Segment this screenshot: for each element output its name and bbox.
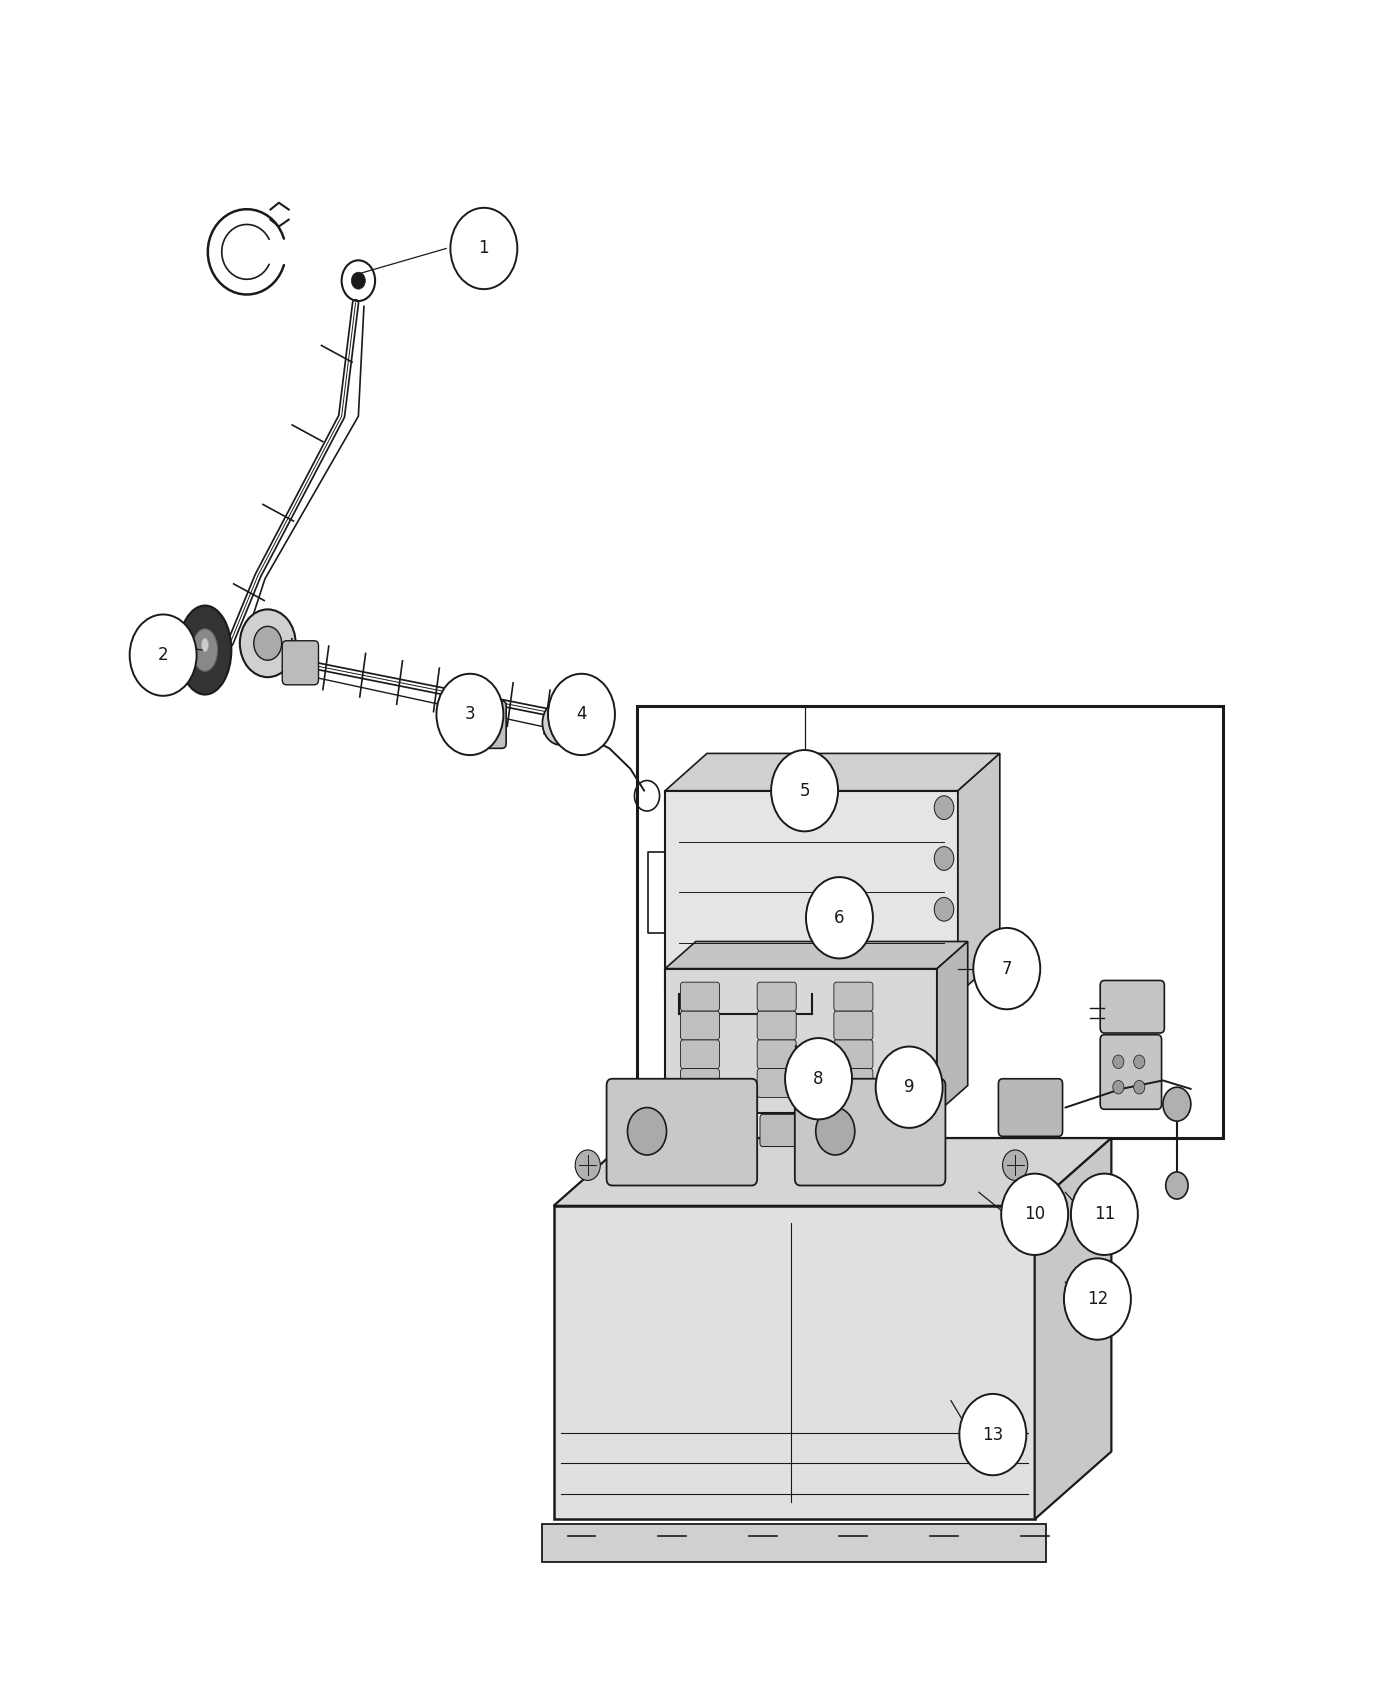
Text: 2: 2: [158, 646, 168, 665]
Text: 12: 12: [1086, 1290, 1107, 1307]
Text: 1: 1: [479, 240, 489, 257]
Circle shape: [934, 847, 953, 870]
Polygon shape: [665, 942, 967, 969]
Circle shape: [785, 1039, 853, 1119]
Circle shape: [1134, 1056, 1145, 1069]
Circle shape: [806, 877, 874, 959]
Text: 9: 9: [904, 1078, 914, 1096]
Circle shape: [1113, 1081, 1124, 1095]
FancyBboxPatch shape: [757, 1069, 797, 1098]
Circle shape: [934, 796, 953, 819]
Circle shape: [130, 614, 196, 695]
Circle shape: [437, 673, 504, 755]
FancyBboxPatch shape: [795, 1080, 945, 1185]
FancyBboxPatch shape: [1100, 1035, 1162, 1110]
FancyBboxPatch shape: [757, 1040, 797, 1069]
FancyBboxPatch shape: [806, 1114, 843, 1146]
FancyBboxPatch shape: [757, 1012, 797, 1040]
Circle shape: [1134, 1081, 1145, 1095]
Bar: [553, 1205, 1035, 1520]
FancyBboxPatch shape: [853, 1114, 888, 1146]
Circle shape: [552, 712, 568, 733]
Polygon shape: [937, 942, 967, 1112]
Polygon shape: [665, 753, 1000, 790]
Text: 10: 10: [1025, 1205, 1046, 1224]
Circle shape: [816, 1108, 855, 1154]
Text: 13: 13: [983, 1426, 1004, 1443]
FancyBboxPatch shape: [834, 1069, 874, 1098]
Bar: [665, 969, 937, 1112]
Text: 4: 4: [577, 706, 587, 724]
Ellipse shape: [179, 605, 231, 695]
Text: 11: 11: [1093, 1205, 1114, 1224]
Circle shape: [1163, 1088, 1191, 1120]
Circle shape: [1064, 1258, 1131, 1340]
Circle shape: [1166, 1171, 1189, 1198]
FancyBboxPatch shape: [680, 983, 720, 1011]
Bar: [665, 790, 958, 994]
Circle shape: [542, 700, 578, 745]
FancyBboxPatch shape: [283, 641, 319, 685]
FancyBboxPatch shape: [998, 1080, 1063, 1136]
Circle shape: [1071, 1173, 1138, 1255]
FancyBboxPatch shape: [1100, 981, 1165, 1034]
Circle shape: [575, 1149, 601, 1180]
Circle shape: [771, 750, 839, 831]
Circle shape: [451, 207, 518, 289]
FancyBboxPatch shape: [680, 1012, 720, 1040]
FancyBboxPatch shape: [834, 1012, 874, 1040]
FancyBboxPatch shape: [834, 1040, 874, 1069]
Circle shape: [1113, 1056, 1124, 1069]
Text: 6: 6: [834, 910, 844, 926]
Ellipse shape: [192, 629, 217, 672]
Text: 7: 7: [1001, 959, 1012, 978]
Circle shape: [253, 626, 281, 660]
Polygon shape: [553, 1137, 1112, 1205]
Polygon shape: [1035, 1137, 1112, 1520]
Circle shape: [934, 898, 953, 921]
FancyBboxPatch shape: [757, 983, 797, 1011]
Bar: [542, 1525, 1046, 1562]
Polygon shape: [958, 753, 1000, 994]
FancyBboxPatch shape: [668, 1114, 704, 1146]
Circle shape: [876, 1047, 942, 1127]
Ellipse shape: [202, 638, 209, 651]
Circle shape: [973, 928, 1040, 1010]
Text: 5: 5: [799, 782, 809, 799]
FancyBboxPatch shape: [714, 1114, 750, 1146]
FancyBboxPatch shape: [606, 1080, 757, 1185]
Circle shape: [1001, 1173, 1068, 1255]
Bar: [637, 706, 1224, 1137]
Circle shape: [351, 272, 365, 289]
Circle shape: [239, 609, 295, 677]
FancyBboxPatch shape: [834, 983, 874, 1011]
Circle shape: [1002, 1149, 1028, 1180]
Circle shape: [627, 1108, 666, 1154]
Text: 8: 8: [813, 1069, 823, 1088]
FancyBboxPatch shape: [760, 1114, 797, 1146]
Circle shape: [547, 673, 615, 755]
Circle shape: [959, 1394, 1026, 1476]
FancyBboxPatch shape: [459, 700, 507, 748]
FancyBboxPatch shape: [680, 1069, 720, 1098]
Text: 3: 3: [465, 706, 475, 724]
FancyBboxPatch shape: [680, 1040, 720, 1069]
